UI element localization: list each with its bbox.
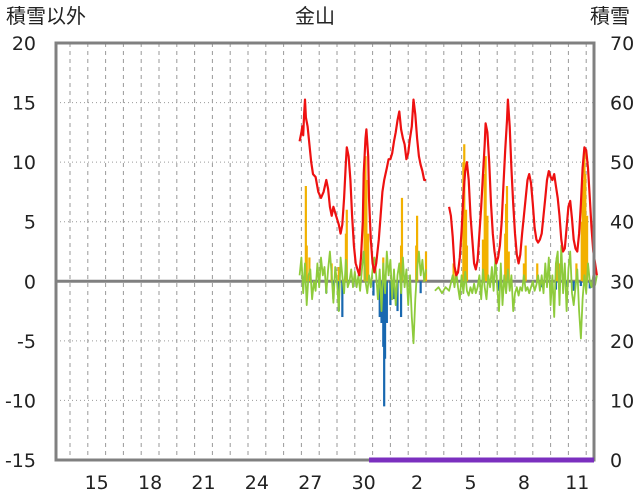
series-layer — [298, 98, 598, 407]
x-tick-27: 27 — [298, 472, 322, 494]
x-tick-11: 11 — [565, 472, 589, 494]
x-tick-15: 15 — [85, 472, 109, 494]
series-3-line-0 — [298, 250, 427, 345]
left-axis-tick-labels: 20 15 10 5 0 -5 -10 -15 — [5, 33, 36, 472]
right-tick-40: 40 — [610, 212, 634, 234]
right-tick-50: 50 — [610, 152, 634, 174]
left-tick-20: 20 — [12, 33, 36, 55]
right-axis-tick-labels: 70 60 50 40 30 20 10 0 — [610, 33, 634, 472]
right-tick-20: 20 — [610, 331, 634, 353]
chart-title: 金山 — [295, 4, 335, 28]
left-tick--10: -10 — [5, 390, 36, 412]
right-tick-70: 70 — [610, 33, 634, 55]
series-3-line-1 — [434, 244, 598, 340]
left-axis-label: 積雪以外 — [6, 4, 86, 28]
series-0-line-0 — [298, 98, 426, 277]
x-tick-24: 24 — [245, 472, 269, 494]
series-0-line-1 — [448, 98, 598, 277]
right-tick-60: 60 — [610, 93, 634, 115]
right-axis-label: 積雪 — [590, 4, 630, 28]
left-tick-5: 5 — [24, 212, 36, 234]
x-tick-18: 18 — [138, 472, 162, 494]
x-tick-8: 8 — [518, 472, 530, 494]
grid-lines — [56, 43, 594, 460]
x-tick-21: 21 — [191, 472, 215, 494]
left-tick-0: 0 — [24, 271, 36, 293]
left-tick-10: 10 — [12, 152, 36, 174]
plot-frame — [54, 41, 596, 462]
x-tick-30: 30 — [352, 472, 376, 494]
right-tick-30: 30 — [610, 271, 634, 293]
left-tick--15: -15 — [5, 450, 36, 472]
left-tick--5: -5 — [17, 331, 36, 353]
x-tick-2: 2 — [411, 472, 423, 494]
right-tick-0: 0 — [610, 450, 622, 472]
left-tick-15: 15 — [12, 93, 36, 115]
right-tick-10: 10 — [610, 390, 634, 412]
x-axis-tick-labels: 15 18 21 24 27 30 2 5 8 11 — [85, 472, 590, 494]
x-tick-5: 5 — [464, 472, 476, 494]
